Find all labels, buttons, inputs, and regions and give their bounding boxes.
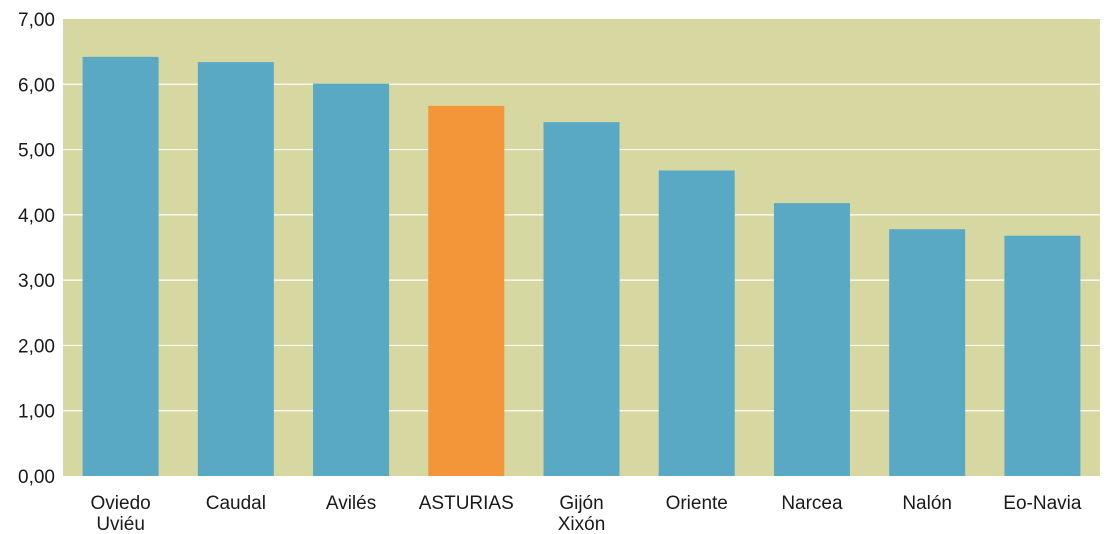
x-category-label: Avilés <box>326 493 376 514</box>
bars <box>82 56 1081 477</box>
x-category-label: Nalón <box>902 493 952 514</box>
bar <box>313 83 390 476</box>
x-category-label: ASTURIAS <box>419 493 514 514</box>
x-category-label-line: Nalón <box>902 493 952 514</box>
y-tick-label: 4,00 <box>18 206 55 227</box>
x-axis-labels: Oviedo Uviéu Caudal Avilés ASTURIAS Gijón Xixó… <box>91 493 1082 534</box>
y-tick-label: 6,00 <box>18 75 55 96</box>
x-category-label-line: Gijón <box>559 493 603 514</box>
bar <box>658 170 735 476</box>
x-category-label-line: ASTURIAS <box>419 493 514 514</box>
y-axis-ticks: 0,00 1,00 2,00 3,00 4,00 5,00 6,00 7,00 <box>18 10 55 488</box>
bar <box>889 229 966 476</box>
bar <box>428 105 505 476</box>
bar <box>197 62 274 477</box>
x-category-label: Eo-Navia <box>1003 493 1082 514</box>
bar <box>82 56 159 476</box>
x-category-label: Oviedo Uviéu <box>91 493 151 534</box>
x-category-label-line: Caudal <box>206 493 266 514</box>
y-tick-label: 7,00 <box>18 10 55 31</box>
x-category-label: Caudal <box>206 493 266 514</box>
x-category-label-line: Narcea <box>781 493 843 514</box>
x-category-label-line: Xixón <box>558 514 606 534</box>
y-tick-label: 5,00 <box>18 141 55 162</box>
y-tick-label: 1,00 <box>18 402 55 423</box>
x-category-label-line: Uviéu <box>96 514 145 534</box>
x-category-label-line: Oriente <box>666 493 728 514</box>
x-category-label: Oriente <box>666 493 728 514</box>
x-category-label-line: Avilés <box>326 493 376 514</box>
bar <box>1004 235 1081 476</box>
bar <box>543 122 620 476</box>
x-category-label: Gijón Xixón <box>558 493 606 534</box>
x-category-label-line: Eo-Navia <box>1003 493 1082 514</box>
y-tick-label: 3,00 <box>18 271 55 292</box>
y-tick-label: 2,00 <box>18 336 55 357</box>
y-tick-label: 0,00 <box>18 467 55 488</box>
x-category-label: Narcea <box>781 493 843 514</box>
x-category-label-line: Oviedo <box>91 493 151 514</box>
bar <box>773 203 850 476</box>
